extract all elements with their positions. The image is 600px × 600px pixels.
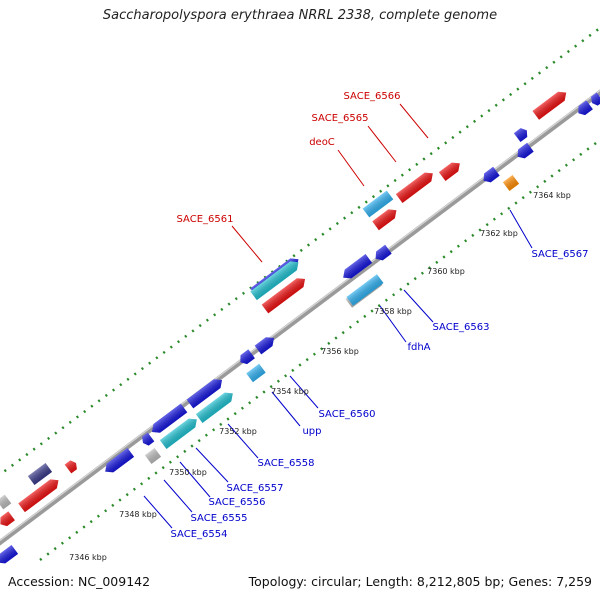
outer-dotted-track (0, 26, 600, 477)
leader-line (509, 209, 533, 249)
gene-block[interactable] (246, 363, 266, 383)
kbp-tick-label: 7362 kbp (480, 229, 518, 238)
gene-labels: SACE_6561 deoC SACE_6565 SACE_6566 SACE_6554… (171, 91, 589, 540)
gene-features (0, 88, 600, 567)
gene-label-minus[interactable]: fdhA (407, 342, 430, 353)
gene-block[interactable] (140, 432, 155, 448)
gene-label-plus[interactable]: deoC (309, 137, 335, 148)
gene-label-minus[interactable]: SACE_6567 (532, 249, 589, 260)
kbp-tick-label: 7354 kbp (271, 387, 309, 396)
gene-block[interactable] (480, 166, 500, 185)
gene-block[interactable] (0, 545, 19, 567)
leader-line (379, 305, 407, 343)
gene-block[interactable] (346, 274, 384, 306)
gene-block[interactable] (438, 159, 463, 181)
kbp-tick-label: 7358 kbp (374, 307, 412, 316)
gene-block[interactable] (195, 389, 236, 423)
leader-line (271, 391, 301, 427)
gene-label-minus[interactable]: SACE_6554 (171, 529, 228, 540)
gene-label-minus[interactable]: SACE_6560 (319, 409, 376, 420)
leader-line (403, 289, 434, 323)
gene-block[interactable] (0, 494, 12, 510)
gene-label-plus[interactable]: SACE_6565 (312, 113, 369, 124)
gene-block[interactable] (532, 88, 569, 120)
gene-block[interactable] (513, 126, 530, 142)
gene-block[interactable] (186, 376, 226, 409)
gene-block[interactable] (589, 92, 600, 108)
gene-block[interactable] (340, 254, 373, 282)
genome-title: Saccharopolyspora erythraea NRRL 2338, c… (102, 8, 498, 23)
gene-block[interactable] (261, 275, 309, 314)
gene-block[interactable] (0, 511, 15, 528)
inner-dotted-track (39, 139, 600, 561)
kbp-tick-label: 7348 kbp (119, 510, 157, 519)
gene-block[interactable] (395, 169, 436, 203)
leader-line (231, 225, 263, 263)
kbp-tick-label: 7352 kbp (219, 427, 257, 436)
accession-text: Accession: NC_009142 (8, 574, 151, 589)
gene-label-minus[interactable]: upp (302, 426, 321, 437)
gene-block[interactable] (254, 334, 278, 355)
gene-block[interactable] (372, 206, 399, 231)
topology-summary: Topology: circular; Length: 8,212,805 bp… (248, 574, 592, 589)
gene-label-minus[interactable]: SACE_6556 (209, 497, 266, 508)
gene-label-minus[interactable]: SACE_6563 (433, 322, 490, 333)
gene-block[interactable] (514, 142, 534, 161)
gene-block[interactable] (27, 463, 53, 485)
gene-block[interactable] (144, 448, 162, 464)
label-leader-lines (143, 103, 533, 529)
leader-line (195, 447, 229, 483)
gene-label-plus[interactable]: SACE_6561 (177, 214, 234, 225)
gene-block[interactable] (159, 415, 200, 449)
kbp-tick-label: 7360 kbp (427, 267, 465, 276)
gene-block[interactable] (362, 190, 394, 218)
gene-label-minus[interactable]: SACE_6555 (191, 513, 248, 524)
leader-line (227, 423, 259, 459)
gene-block[interactable] (149, 403, 188, 437)
leader-line (337, 149, 365, 187)
genome-backbone (0, 89, 600, 546)
gene-block[interactable] (64, 459, 80, 474)
gene-block[interactable] (102, 448, 135, 476)
kbp-tick-label: 7346 kbp (69, 553, 107, 562)
gene-block[interactable] (237, 349, 255, 366)
gene-label-minus[interactable]: SACE_6558 (258, 458, 315, 469)
leader-line (163, 479, 193, 513)
kbp-tick-label: 7364 kbp (533, 191, 571, 200)
gene-label-minus[interactable]: SACE_6557 (227, 483, 284, 494)
kbp-tick-label: 7356 kbp (321, 347, 359, 356)
leader-line (143, 495, 173, 529)
gene-block[interactable] (502, 175, 520, 191)
gene-label-plus[interactable]: SACE_6566 (344, 91, 401, 102)
gene-block[interactable] (18, 476, 61, 513)
gene-block[interactable] (372, 244, 392, 263)
gene-block[interactable] (250, 258, 301, 301)
leader-line (289, 375, 319, 409)
leader-line (179, 461, 211, 498)
gene-block[interactable] (575, 100, 593, 117)
kbp-tick-labels: 7346 kbp 7348 kbp 7350 kbp 7352 kbp 7354 kbp… (69, 191, 571, 562)
leader-line (399, 103, 429, 139)
kbp-tick-label: 7350 kbp (169, 468, 207, 477)
leader-line (367, 125, 397, 163)
